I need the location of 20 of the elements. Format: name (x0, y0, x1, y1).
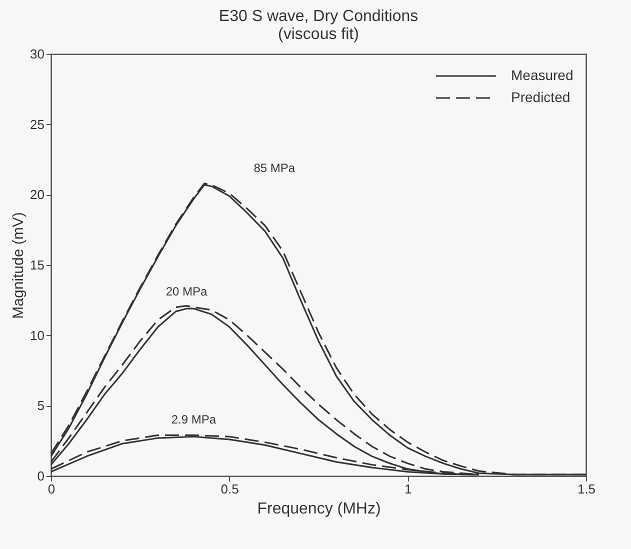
y-axis-title: Magnitude (mV) (10, 212, 28, 319)
y-tick-label: 10 (30, 328, 44, 343)
x-tick-label: 0.5 (220, 482, 239, 496)
annotation: 85 MPa (254, 160, 296, 175)
x-axis-title: Frequency (MHz) (257, 500, 381, 518)
y-tick-label: 5 (37, 398, 44, 414)
annotation: 2.9 MPa (171, 412, 216, 427)
annotation: 20 MPa (166, 284, 208, 299)
y-tick-label: 15 (30, 258, 44, 272)
x-tick-label: 0 (48, 482, 56, 496)
x-tick-label: 1 (404, 482, 412, 496)
y-tick-label: 0 (37, 468, 44, 484)
legend-label: Measured (511, 67, 574, 83)
x-tick-label: 1.5 (577, 482, 596, 496)
y-tick-label: 25 (30, 116, 44, 132)
legend-label: Predicted (511, 89, 570, 105)
y-tick-label: 20 (30, 187, 44, 202)
chart-subtitle: (viscous fit) (278, 26, 359, 43)
y-tick-label: 30 (30, 46, 44, 62)
chart-title: E30 S wave, Dry Conditions (218, 8, 418, 25)
